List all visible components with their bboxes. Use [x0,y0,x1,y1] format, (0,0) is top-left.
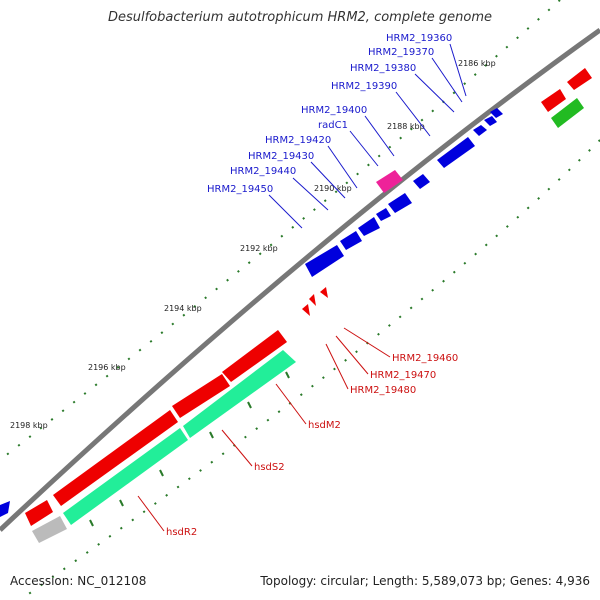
kbp-2188: 2188 kbp [387,122,425,131]
label-hrm2-19460: HRM2_19460 [392,353,458,364]
label-hrm2-19440: HRM2_19440 [230,166,296,177]
gene-hrm2-19380 [473,125,487,136]
gene-hrm2-19480 [302,304,310,316]
label-hrm2-19380: HRM2_19380 [350,63,416,74]
gene-hrm2-19450b [305,245,344,277]
gene-hrm2-19440 [358,217,380,236]
forward-genes [0,108,503,517]
inner-ticks [89,371,290,527]
gene-hsdm2 [222,330,287,382]
kbp-2186: 2186 kbp [458,59,496,68]
label-hsdr2: hsdR2 [166,527,197,538]
rna-bar-1 [183,350,296,438]
label-hrm2-19430: HRM2_19430 [248,151,314,162]
kbp-2192: 2192 kbp [240,244,278,253]
label-hrm2-19480: HRM2_19480 [350,385,416,396]
gene-red-top-2 [541,89,566,112]
label-hrm2-19390: HRM2_19390 [331,81,397,92]
label-hrm2-19370: HRM2_19370 [368,47,434,58]
gene-hsds2 [172,374,230,418]
map-title: Desulfobacterium autotrophicum HRM2, com… [107,10,493,25]
gene-hrm2-19400 [413,174,430,189]
genome-backbone [0,27,600,532]
red-labels: HRM2_19460 HRM2_19470 HRM2_19480 hsdM2 h… [166,353,458,538]
kbp-2196: 2196 kbp [88,363,126,372]
label-hrm2-19470: HRM2_19470 [370,370,436,381]
label-hrm2-19420: HRM2_19420 [265,135,331,146]
label-hsds2: hsdS2 [254,462,285,473]
rna-bar-2 [63,428,188,525]
kbp-2190: 2190 kbp [314,184,352,193]
accession-label: Accession: NC_012108 [10,574,147,588]
gene-green-top [551,98,584,128]
gene-radc1 [376,170,403,193]
label-hrm2-19360: HRM2_19360 [386,33,452,44]
gene-hrm2-19450 [340,231,362,250]
gene-hrm2-19420 [388,193,412,213]
label-hsdm2: hsdM2 [308,420,341,431]
blue-leader-lines [268,43,467,229]
label-radc1: radC1 [318,120,348,131]
gene-hsdr2 [53,410,178,506]
kbp-2194: 2194 kbp [164,304,202,313]
label-hrm2-19450: HRM2_19450 [207,184,273,195]
gene-hrm2-19390 [437,137,475,168]
gene-red-top-1 [567,68,592,90]
gray-bar [32,516,67,543]
gene-left-edge [0,501,10,517]
gene-red-bottom [25,500,53,526]
outer-dotted-ring [0,0,561,461]
gene-hrm2-19360 [490,108,503,118]
kbp-2198: 2198 kbp [10,421,48,430]
blue-labels: HRM2_19360 HRM2_19370 HRM2_19380 HRM2_19… [207,33,452,195]
genome-summary: Topology: circular; Length: 5,589,073 bp… [260,574,590,588]
label-hrm2-19400: HRM2_19400 [301,105,367,116]
gene-hrm2-19460 [320,287,328,298]
red-leader-lines [137,327,391,532]
gene-hrm2-19370 [484,116,497,126]
gene-hrm2-19470 [309,294,316,306]
gene-hrm2-19430 [376,208,391,221]
